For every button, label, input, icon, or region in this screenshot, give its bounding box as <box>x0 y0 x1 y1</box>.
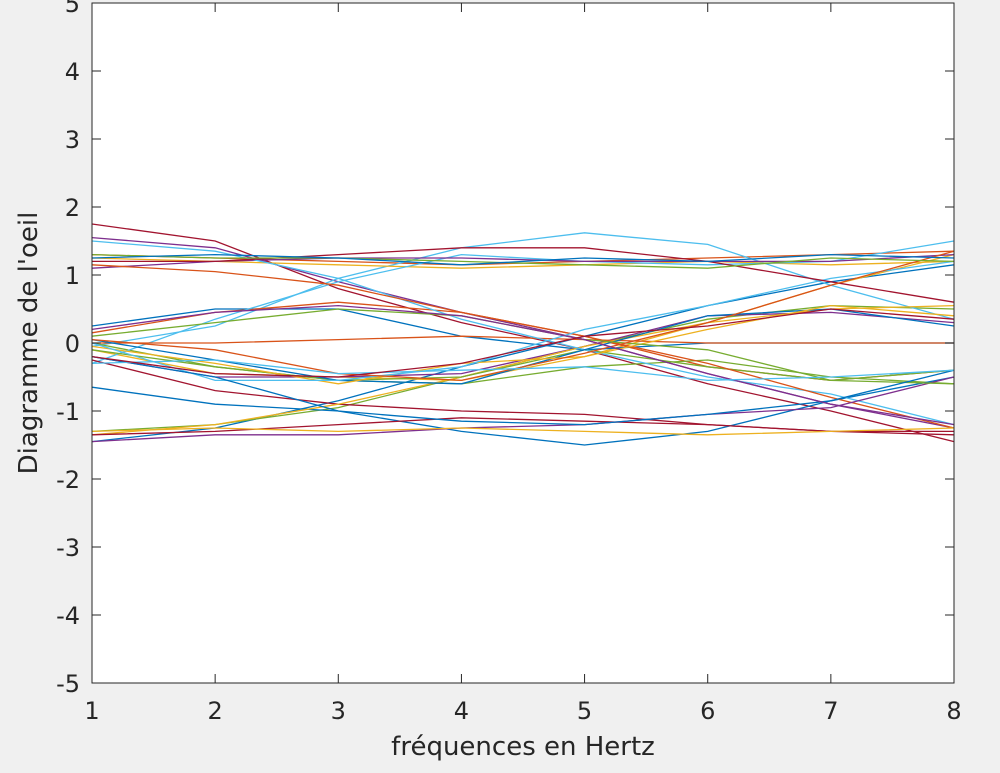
x-tick-label: 6 <box>700 697 715 725</box>
series-line-30 <box>91 250 955 382</box>
series-line-21 <box>91 417 955 436</box>
y-tick-label: -5 <box>56 670 80 698</box>
x-tick-label: 1 <box>84 697 99 725</box>
x-tick-label: 2 <box>208 697 223 725</box>
y-tick-label: 3 <box>65 126 80 154</box>
x-tick-label: 7 <box>823 697 838 725</box>
x-tick-label: 4 <box>454 697 469 725</box>
series-line-23 <box>91 264 955 429</box>
series-line-27 <box>91 260 955 382</box>
series-line-25 <box>91 376 955 443</box>
y-tick-label: 5 <box>65 0 80 18</box>
y-axis-label: Diagramme de l'oeil <box>14 212 44 475</box>
y-tick-label: 0 <box>65 330 80 358</box>
series-line-35 <box>91 308 955 378</box>
series-line-36 <box>91 253 955 266</box>
y-tick-label: -1 <box>56 398 80 426</box>
series-line-10 <box>91 257 955 269</box>
y-tick-label: 1 <box>65 262 80 290</box>
x-tick-label: 5 <box>577 697 592 725</box>
series-line-24 <box>91 304 955 385</box>
x-tick-label: 8 <box>946 697 961 725</box>
tick-layer: 1 2 3 4 5 6 7 8 -5 -4 -3 -2 -1 0 1 2 3 4 5 <box>56 0 962 725</box>
series-line-28 <box>92 247 955 303</box>
series-line-32 <box>91 304 955 426</box>
y-tick-label: 4 <box>65 58 80 86</box>
series-line-29 <box>91 355 955 426</box>
y-tick-label: -3 <box>56 534 80 562</box>
series-layer <box>91 223 955 446</box>
series-line-33 <box>91 253 955 269</box>
y-tick-label: 2 <box>65 194 80 222</box>
x-tick-label: 3 <box>331 697 346 725</box>
series-line-16 <box>92 335 954 344</box>
series-line-34 <box>91 359 955 382</box>
y-tick-label: -2 <box>56 466 80 494</box>
y-tick-label: -4 <box>56 602 80 630</box>
x-axis-label: fréquences en Hertz <box>391 732 655 762</box>
series-line-1 <box>91 264 955 443</box>
series-line-31 <box>91 427 955 436</box>
series-line-15 <box>91 376 955 446</box>
